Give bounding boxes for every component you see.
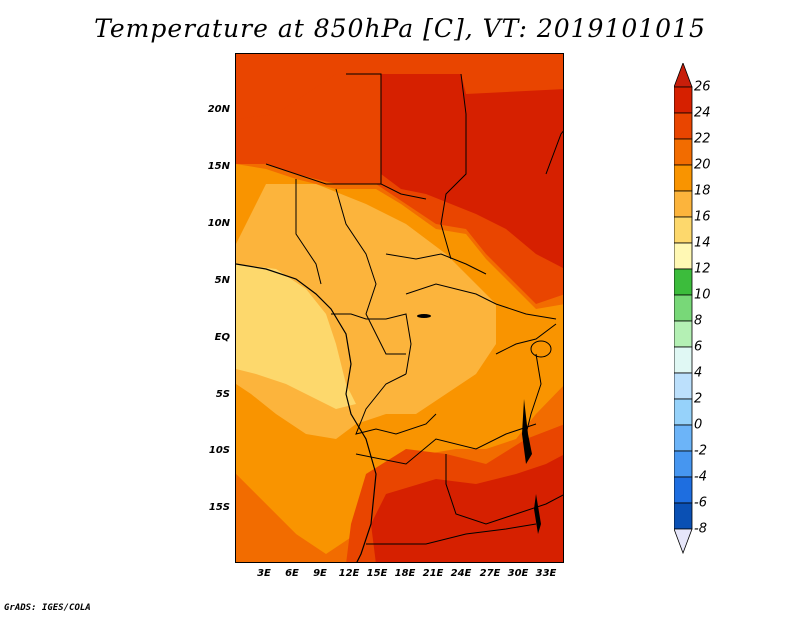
lon-label: 30E xyxy=(507,568,529,579)
lake-tanganyika xyxy=(522,399,532,464)
lon-label: 24E xyxy=(450,568,472,579)
lat-label: 20N xyxy=(207,104,230,115)
lon-label: 27E xyxy=(479,568,501,579)
lat-label: EQ xyxy=(214,332,230,343)
colorbar-tick-label: -8 xyxy=(694,521,707,537)
lon-label: 12E xyxy=(338,568,360,579)
colorbar-segment xyxy=(673,242,693,270)
colorbar-segment xyxy=(673,502,693,530)
lake-victoria xyxy=(530,340,552,358)
colorbar-tick-label: 16 xyxy=(694,209,711,225)
band-16-18-coast xyxy=(236,264,356,409)
colorbar-segment xyxy=(673,320,693,348)
lon-label: 3E xyxy=(257,568,271,579)
colorbar-svg xyxy=(673,61,693,555)
colorbar-segment xyxy=(673,476,693,504)
colorbar-segment xyxy=(673,346,693,374)
colorbar-segment xyxy=(673,86,693,114)
colorbar xyxy=(673,61,693,562)
lat-label: 15S xyxy=(208,502,230,513)
colorbar-segment xyxy=(673,268,693,296)
lake-marker xyxy=(417,314,431,318)
colorbar-tick-label: 8 xyxy=(694,313,703,329)
colorbar-segment xyxy=(673,216,693,244)
lon-label: 21E xyxy=(422,568,444,579)
lake-malawi xyxy=(534,494,541,534)
map-canvas xyxy=(236,54,563,562)
colorbar-segment xyxy=(673,112,693,140)
colorbar-tick-label: -2 xyxy=(694,443,707,459)
lat-label: 5S xyxy=(215,389,230,400)
colorbar-tick-label: 26 xyxy=(694,79,711,95)
coastline xyxy=(236,263,377,562)
colorbar-tick-label: 20 xyxy=(694,157,711,173)
lat-label: 10S xyxy=(208,445,230,456)
country-borders xyxy=(265,73,563,545)
colorbar-tick-label: 2 xyxy=(694,391,703,407)
band-20-22-southwest xyxy=(236,474,315,562)
lon-label: 15E xyxy=(366,568,388,579)
colorbar-tick-label: 6 xyxy=(694,339,703,355)
colorbar-tick-label: 24 xyxy=(694,105,711,121)
colorbar-segment xyxy=(673,164,693,192)
colorbar-bottom-arrow xyxy=(673,528,693,555)
colorbar-segment xyxy=(673,398,693,426)
colorbar-tick-label: 14 xyxy=(694,235,711,251)
lat-label: 10N xyxy=(207,218,230,229)
colorbar-tick-label: 22 xyxy=(694,131,711,147)
lon-label: 18E xyxy=(394,568,416,579)
colorbar-tick-label: 10 xyxy=(694,287,711,303)
colorbar-tick-label: 12 xyxy=(694,261,711,277)
credit-text: GrADS: IGES/COLA xyxy=(4,603,91,613)
colorbar-tick-label: -4 xyxy=(694,469,707,485)
colorbar-segment xyxy=(673,138,693,166)
band-24-26-south xyxy=(371,455,563,562)
colorbar-tick-label: -6 xyxy=(694,495,707,511)
colorbar-tick-label: 4 xyxy=(694,365,703,381)
temperature-map xyxy=(235,53,564,563)
colorbar-tick-label: 18 xyxy=(694,183,711,199)
colorbar-segment xyxy=(673,424,693,452)
lon-label: 6E xyxy=(285,568,299,579)
colorbar-tick-label: 0 xyxy=(694,417,703,433)
lon-label: 33E xyxy=(535,568,557,579)
colorbar-top-arrow xyxy=(673,61,693,88)
lat-label: 15N xyxy=(207,161,230,172)
colorbar-segment xyxy=(673,372,693,400)
band-24-26-northeast xyxy=(381,74,563,268)
band-22-24-northwest xyxy=(236,54,346,119)
lon-label: 9E xyxy=(313,568,327,579)
lat-label: 5N xyxy=(214,275,230,286)
colorbar-segment xyxy=(673,294,693,322)
chart-title: Temperature at 850hPa [C], VT: 201910101… xyxy=(94,14,706,43)
colorbar-segment xyxy=(673,190,693,218)
colorbar-segment xyxy=(673,450,693,478)
